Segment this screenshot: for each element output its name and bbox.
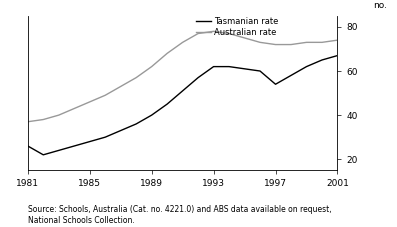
Text: no.: no. <box>373 1 387 10</box>
Legend: Tasmanian rate, Australian rate: Tasmanian rate, Australian rate <box>196 17 279 37</box>
Text: Source: Schools, Australia (Cat. no. 4221.0) and ABS data available on request,
: Source: Schools, Australia (Cat. no. 422… <box>28 205 331 225</box>
